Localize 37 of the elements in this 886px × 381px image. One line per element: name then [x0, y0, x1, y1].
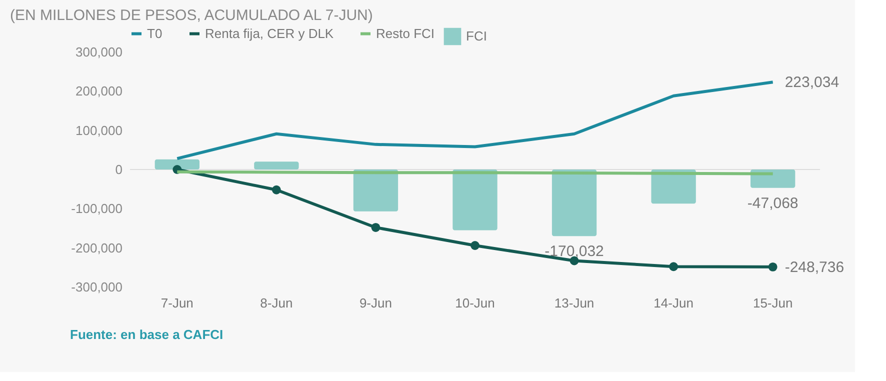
legend-label: Renta fija, CER y DLK: [205, 26, 334, 41]
bar: [750, 170, 796, 188]
x-tick-label: 15-Jun: [752, 296, 793, 310]
point: [669, 262, 678, 272]
bar: [353, 170, 398, 212]
bar: [651, 170, 696, 204]
bar: [254, 162, 299, 170]
line-series: [176, 80, 774, 160]
y-tick-label: 300,000: [76, 44, 122, 60]
legend-label: FCI: [466, 28, 487, 44]
point: [371, 223, 380, 232]
data-label: -47,068: [747, 194, 798, 212]
y-tick-label: 100,000: [76, 122, 122, 138]
x-tick-label: 7-Jun: [160, 296, 194, 310]
x-tick-label: 9-Jun: [359, 296, 392, 310]
legend-label: T0: [147, 26, 162, 41]
bar: [552, 170, 597, 236]
y-tick-label: -300,000: [71, 280, 122, 294]
y-tick-label: -100,000: [71, 201, 122, 216]
point: [470, 241, 480, 250]
x-tick-label: 8-Jun: [260, 296, 293, 310]
point: [768, 262, 778, 272]
data-label: -248,736: [784, 258, 844, 276]
y-tick-label: -200,000: [71, 240, 122, 256]
x-tick-label: 13-Jun: [554, 296, 594, 310]
data-label: -170,032: [544, 243, 604, 260]
y-tick-label: 200,000: [76, 84, 122, 99]
data-label: 223,034: [784, 74, 840, 92]
legend-label: Resto FCI: [376, 26, 435, 41]
y-tick-label: 0: [115, 162, 122, 177]
x-tick-label: 14-Jun: [654, 296, 694, 310]
chart-title: (EN MILLONES DE PESOS, ACUMULADO AL 7-JUN): [10, 7, 373, 24]
point: [272, 185, 281, 194]
bar: [452, 170, 498, 230]
source-note: Fuente: en base a CAFCI: [70, 327, 224, 342]
bar: [154, 159, 200, 170]
x-tick-label: 10-Jun: [455, 296, 495, 310]
